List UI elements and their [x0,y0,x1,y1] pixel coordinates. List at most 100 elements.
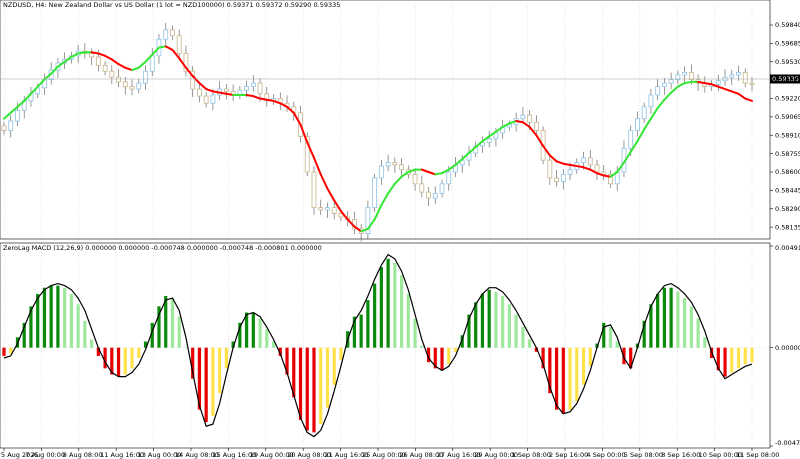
candle-bear [601,171,607,175]
ma-segment-down [744,97,753,102]
candle-bull [378,165,384,179]
ma-segment-up [488,130,497,138]
price-tick-label: 0.59065 [775,113,800,121]
price-tick-label: 0.59375 [775,76,800,84]
ma-segment-up [683,80,693,85]
histogram-bar [420,345,424,348]
ma-segment-up [656,98,666,109]
histogram-bar [244,312,249,348]
ma-segment-up [643,117,652,131]
price-tick-label: 0.58290 [775,205,800,213]
time-tick-label: 2 Sep 16:00 [549,451,588,459]
ma-segment-down [333,199,342,213]
histogram-bar [453,347,458,352]
ma-segment-up [157,45,167,49]
histogram-bar [433,347,437,369]
candle-bull [15,109,20,122]
histogram-bar [413,318,417,348]
signal-path [3,253,753,438]
histogram-bar [561,347,565,414]
time-tick-label: 7 Aug 00:00 [25,451,65,459]
candle-bear [203,95,209,104]
time-tick-label: 19 Aug 00:00 [250,451,294,459]
candle-bull [432,192,438,199]
ma-segment-down [569,163,578,168]
histogram-bar [750,347,754,363]
candle-bull [520,114,526,120]
candle-bear [304,136,310,173]
histogram-bar [29,306,33,348]
ma-segment-down [211,90,221,94]
ma-segment-up [56,60,66,68]
macd-histogram [2,258,754,433]
price-tick-label: 0.59530 [775,58,800,66]
histogram-bar [588,347,592,367]
price-tick-label: 0.58600 [775,168,800,176]
price-tick-label: 0.58910 [775,131,800,139]
histogram-bar [332,347,336,385]
price-tick-label: 0.59220 [775,95,800,103]
candle-bear [1,125,7,131]
ma-segment-up [366,218,376,230]
histogram-bar [177,316,181,348]
ma-segment-down [562,162,572,166]
candle-bull [365,207,371,235]
candle-bear [170,29,175,37]
ma-segment-down [265,98,275,102]
ma-segment-down [589,168,599,175]
ma-segment-down [703,82,713,86]
histogram-bar [629,347,633,369]
candle-bull [385,162,391,167]
histogram-bar [554,347,559,410]
histogram-bar [743,347,747,365]
candle-bull [210,94,216,104]
histogram-bar [204,347,208,423]
candle-bull [581,157,586,163]
time-tick-label: 11 Sep 08:00 [736,451,779,459]
macd-signal-line [3,253,753,438]
candle-bear [223,88,229,92]
ma-segment-down [198,82,208,91]
histogram-bar [676,291,680,348]
ma-segment-down [312,156,322,176]
histogram-bar [285,347,289,375]
histogram-bar [568,347,572,410]
candle-bull [372,177,378,208]
histogram-bar [56,285,60,348]
histogram-bar [292,347,296,398]
candle-bear [392,162,398,166]
histogram-bar [393,262,397,348]
ma-segment-up [616,161,625,173]
price-tick-label: 0.58445 [775,187,800,195]
ma-segment-up [407,168,417,173]
histogram-bar [683,298,687,348]
candle-bull [163,29,169,40]
ma-segment-down [555,160,565,165]
histogram-bar [224,347,228,369]
histogram-bar [662,287,666,348]
candle-bear [419,183,425,193]
time-tick-label: 20 Aug 08:00 [287,451,331,459]
ma-segment-up [387,182,396,195]
ma-segment-up [467,146,477,155]
ma-segment-down [218,91,228,95]
histogram-bar [716,347,720,371]
time-tick-label: 11 Aug 16:00 [100,451,144,459]
histogram-bar [238,322,242,348]
ma-segment-down [104,54,113,61]
histogram-bar [608,326,613,348]
candle-bear [547,159,553,179]
histogram-bar [258,318,262,348]
histogram-bar [339,347,343,361]
time-tick-label: 26 Aug 08:00 [399,451,443,459]
ma-segment-down [528,125,538,137]
moving-average-line [3,45,753,233]
candle-bull [486,138,492,143]
candle-bull [715,80,721,85]
histogram-bar [305,347,309,431]
time-tick-label: 21 Aug 16:00 [325,451,369,459]
chart-title: NZDUSD, H4: New Zealand Dollar vs US Dol… [3,1,340,9]
histogram-bar [298,347,303,421]
